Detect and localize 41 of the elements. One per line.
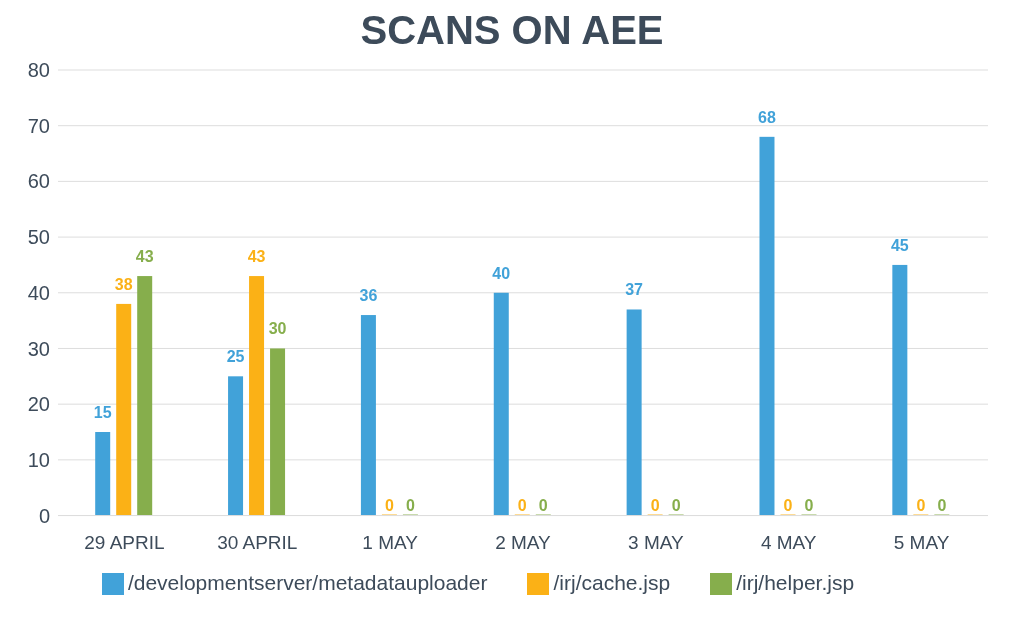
- data-label: 43: [135, 248, 154, 266]
- x-tick-label: 2 MAY: [495, 532, 552, 554]
- data-label: 0: [650, 496, 660, 514]
- data-label: 15: [93, 404, 112, 422]
- x-tick-label: 30 APRIL: [217, 532, 298, 554]
- data-label: 45: [890, 236, 909, 254]
- data-label: 37: [625, 281, 644, 299]
- legend-label: /irj/cache.jsp: [553, 570, 671, 594]
- y-tick-label: 10: [27, 448, 50, 471]
- legend-label: /irj/helper.jsp: [736, 570, 855, 594]
- data-label: 0: [517, 496, 527, 514]
- data-label: 25: [226, 348, 245, 366]
- data-label: 0: [916, 496, 926, 514]
- data-label: 40: [492, 264, 511, 282]
- x-tick-label: 4 MAY: [760, 532, 817, 554]
- data-label: 38: [114, 275, 133, 293]
- data-label: 0: [384, 496, 394, 514]
- data-label: 30: [268, 320, 287, 338]
- legend-label: /developmentserver/metadatauploader: [127, 570, 488, 594]
- y-tick-label: 30: [27, 337, 50, 360]
- data-label: 68: [758, 108, 776, 126]
- data-label: 0: [538, 496, 548, 514]
- data-label: 0: [937, 496, 947, 514]
- y-tick-label: 70: [27, 114, 50, 137]
- x-tick-label: 1 MAY: [362, 532, 419, 554]
- y-tick-label: 60: [27, 170, 50, 193]
- data-label: 0: [804, 496, 814, 514]
- x-tick-label: 3 MAY: [628, 532, 684, 554]
- x-tick-label: 5 MAY: [893, 532, 950, 554]
- y-tick-label: 0: [38, 504, 50, 527]
- x-tick-label: 29 APRIL: [84, 532, 165, 554]
- data-label: 0: [405, 496, 415, 514]
- chart-title: SCANS ON AEE: [359, 8, 665, 54]
- y-tick-label: 50: [27, 226, 50, 249]
- y-tick-label: 40: [27, 281, 50, 304]
- y-tick-label: 20: [27, 393, 50, 416]
- y-tick-label: 80: [27, 59, 50, 82]
- data-label: 0: [671, 496, 681, 514]
- data-label: 0: [783, 496, 793, 514]
- data-label: 43: [247, 248, 266, 266]
- data-label: 36: [359, 287, 378, 305]
